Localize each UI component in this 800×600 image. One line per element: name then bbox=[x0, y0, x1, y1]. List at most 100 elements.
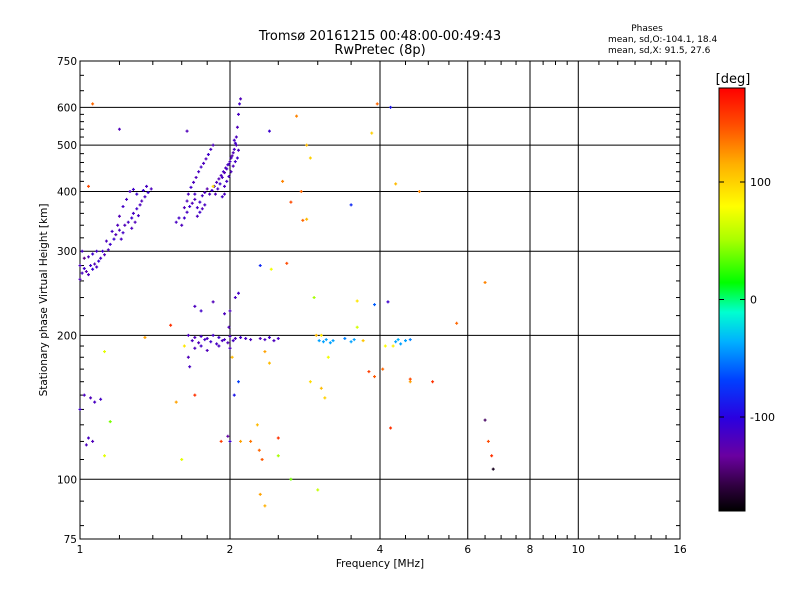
data-point bbox=[308, 380, 312, 384]
y-tick-label: 500 bbox=[57, 140, 77, 152]
data-point bbox=[108, 420, 112, 424]
data-point bbox=[223, 192, 227, 196]
data-point bbox=[223, 171, 227, 175]
x-tick-label: 8 bbox=[527, 544, 534, 556]
x-tick-labels: 1 2 4 6 8 10 16 bbox=[77, 544, 687, 556]
data-point bbox=[308, 156, 312, 160]
data-point bbox=[199, 334, 203, 338]
data-point bbox=[185, 199, 189, 203]
data-point bbox=[135, 207, 139, 211]
data-point bbox=[228, 334, 232, 338]
data-point bbox=[140, 199, 144, 203]
data-point bbox=[223, 338, 227, 342]
data-point bbox=[455, 321, 459, 325]
data-point bbox=[141, 188, 145, 192]
data-point bbox=[101, 249, 105, 253]
x-tick-label: 10 bbox=[572, 544, 585, 556]
data-point bbox=[375, 102, 379, 106]
data-point bbox=[193, 197, 197, 201]
x-tick-label: 2 bbox=[227, 544, 234, 556]
data-point bbox=[200, 207, 204, 211]
data-point bbox=[244, 337, 248, 341]
data-point bbox=[193, 304, 197, 308]
data-point bbox=[383, 344, 387, 348]
data-point bbox=[82, 393, 86, 397]
data-point bbox=[276, 454, 280, 458]
data-point bbox=[146, 191, 150, 195]
data-point bbox=[249, 338, 253, 342]
data-point bbox=[197, 341, 201, 345]
data-point bbox=[267, 361, 271, 365]
data-point bbox=[108, 242, 112, 246]
colorbar-ticks: 100 0 -100 bbox=[719, 176, 775, 424]
data-point bbox=[225, 167, 229, 171]
data-point bbox=[483, 281, 487, 285]
data-point bbox=[239, 335, 243, 339]
data-point bbox=[231, 151, 235, 155]
data-point bbox=[205, 348, 209, 352]
data-point bbox=[231, 339, 235, 343]
data-point bbox=[180, 223, 184, 227]
data-point bbox=[370, 131, 374, 135]
data-point bbox=[195, 214, 199, 218]
data-point bbox=[490, 454, 494, 458]
data-point bbox=[431, 380, 435, 384]
data-point bbox=[281, 179, 285, 183]
data-point bbox=[232, 147, 236, 151]
x-tick-label: 16 bbox=[673, 544, 687, 556]
data-point bbox=[226, 434, 230, 438]
data-point bbox=[219, 439, 223, 443]
data-point bbox=[217, 344, 221, 348]
data-point bbox=[143, 195, 147, 199]
data-point bbox=[373, 375, 377, 379]
data-point bbox=[352, 338, 356, 342]
data-point bbox=[110, 229, 114, 233]
data-point bbox=[295, 114, 299, 118]
data-point bbox=[186, 355, 190, 359]
phases-o-stats: mean, sd,O:-104.1, 18.4 bbox=[608, 35, 718, 45]
data-point bbox=[114, 233, 118, 237]
data-point bbox=[89, 264, 93, 268]
data-point bbox=[232, 138, 236, 142]
data-point bbox=[131, 211, 135, 215]
data-point bbox=[349, 340, 353, 344]
data-point bbox=[136, 214, 140, 218]
data-point bbox=[381, 367, 385, 371]
data-point bbox=[324, 338, 328, 342]
data-point bbox=[91, 252, 95, 256]
data-point bbox=[236, 291, 240, 295]
data-point bbox=[103, 350, 107, 354]
x-tick-label: 1 bbox=[77, 544, 84, 556]
data-point bbox=[199, 309, 203, 313]
data-point bbox=[276, 337, 280, 341]
data-point bbox=[272, 339, 276, 343]
data-point bbox=[349, 203, 353, 207]
data-point bbox=[238, 102, 242, 106]
data-points bbox=[78, 97, 495, 508]
data-point bbox=[211, 300, 215, 304]
data-point bbox=[133, 220, 137, 224]
data-point bbox=[316, 488, 320, 492]
colorbar-tick-label: 0 bbox=[750, 294, 757, 307]
data-point bbox=[198, 200, 202, 204]
data-point bbox=[145, 184, 149, 188]
data-point bbox=[217, 177, 221, 181]
data-point bbox=[205, 187, 209, 191]
data-point bbox=[211, 184, 215, 188]
data-point bbox=[229, 170, 233, 174]
data-point bbox=[236, 148, 240, 152]
phases-x-stats: mean, sd,X: 91.5, 27.6 bbox=[608, 46, 711, 56]
data-point bbox=[236, 112, 240, 116]
data-point bbox=[95, 265, 99, 269]
data-point bbox=[257, 448, 261, 452]
data-point bbox=[177, 216, 181, 220]
data-point bbox=[209, 147, 213, 151]
data-point bbox=[233, 160, 237, 164]
data-point bbox=[220, 339, 224, 343]
data-point bbox=[217, 335, 221, 339]
data-point bbox=[135, 192, 139, 196]
data-point bbox=[233, 337, 237, 341]
data-point bbox=[319, 386, 323, 390]
phases-heading: Phases bbox=[631, 24, 663, 34]
